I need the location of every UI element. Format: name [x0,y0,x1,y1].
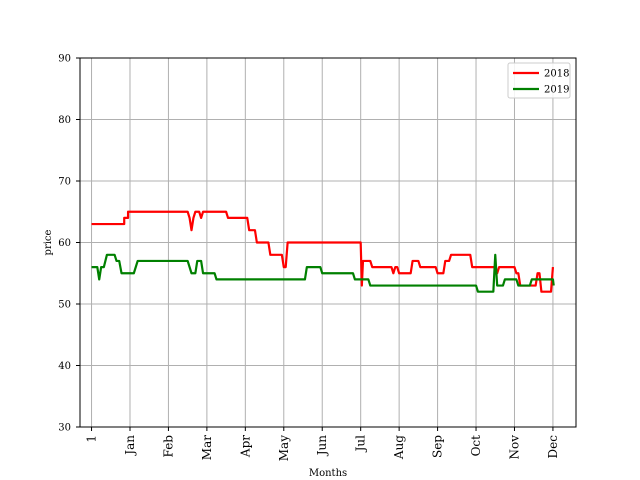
y-tick-label: 80 [58,115,71,126]
series-line-2019 [91,253,555,293]
axis-ticks: 30 40 50 60 70 80 90 1 Jan Feb Mar Apr May Jun Jul Aug S… [58,54,560,462]
x-tick-label: Feb [161,435,175,458]
y-tick-label: 60 [58,238,71,249]
x-tick-label: Oct [469,435,483,457]
x-tick-label: 1 [85,435,99,443]
x-tick-label: Sep [431,435,445,458]
y-tick-label: 90 [58,54,71,65]
y-tick-label: 40 [58,361,71,372]
y-axis-label: price [43,229,54,255]
x-tick-label: May [277,435,291,461]
x-tick-label: Aug [392,435,406,460]
x-tick-label: Mar [200,435,214,460]
x-tick-label: Jun [315,435,329,458]
x-tick-label: Apr [238,435,252,458]
x-tick-label: Dec [546,435,560,459]
x-axis-label: Months [309,468,347,479]
legend: 2018 2019 [507,62,571,99]
series-line-2018 [91,210,555,293]
y-tick-label: 30 [58,423,71,434]
y-tick-label: 50 [58,300,71,311]
x-tick-label: Jan [123,435,137,457]
series-lines [91,210,555,293]
x-tick-label: Nov [507,435,521,460]
legend-label-2018: 2018 [544,69,569,80]
y-tick-label: 70 [58,177,71,188]
legend-label-2019: 2019 [544,85,569,96]
x-tick-label: Jul [354,435,368,454]
